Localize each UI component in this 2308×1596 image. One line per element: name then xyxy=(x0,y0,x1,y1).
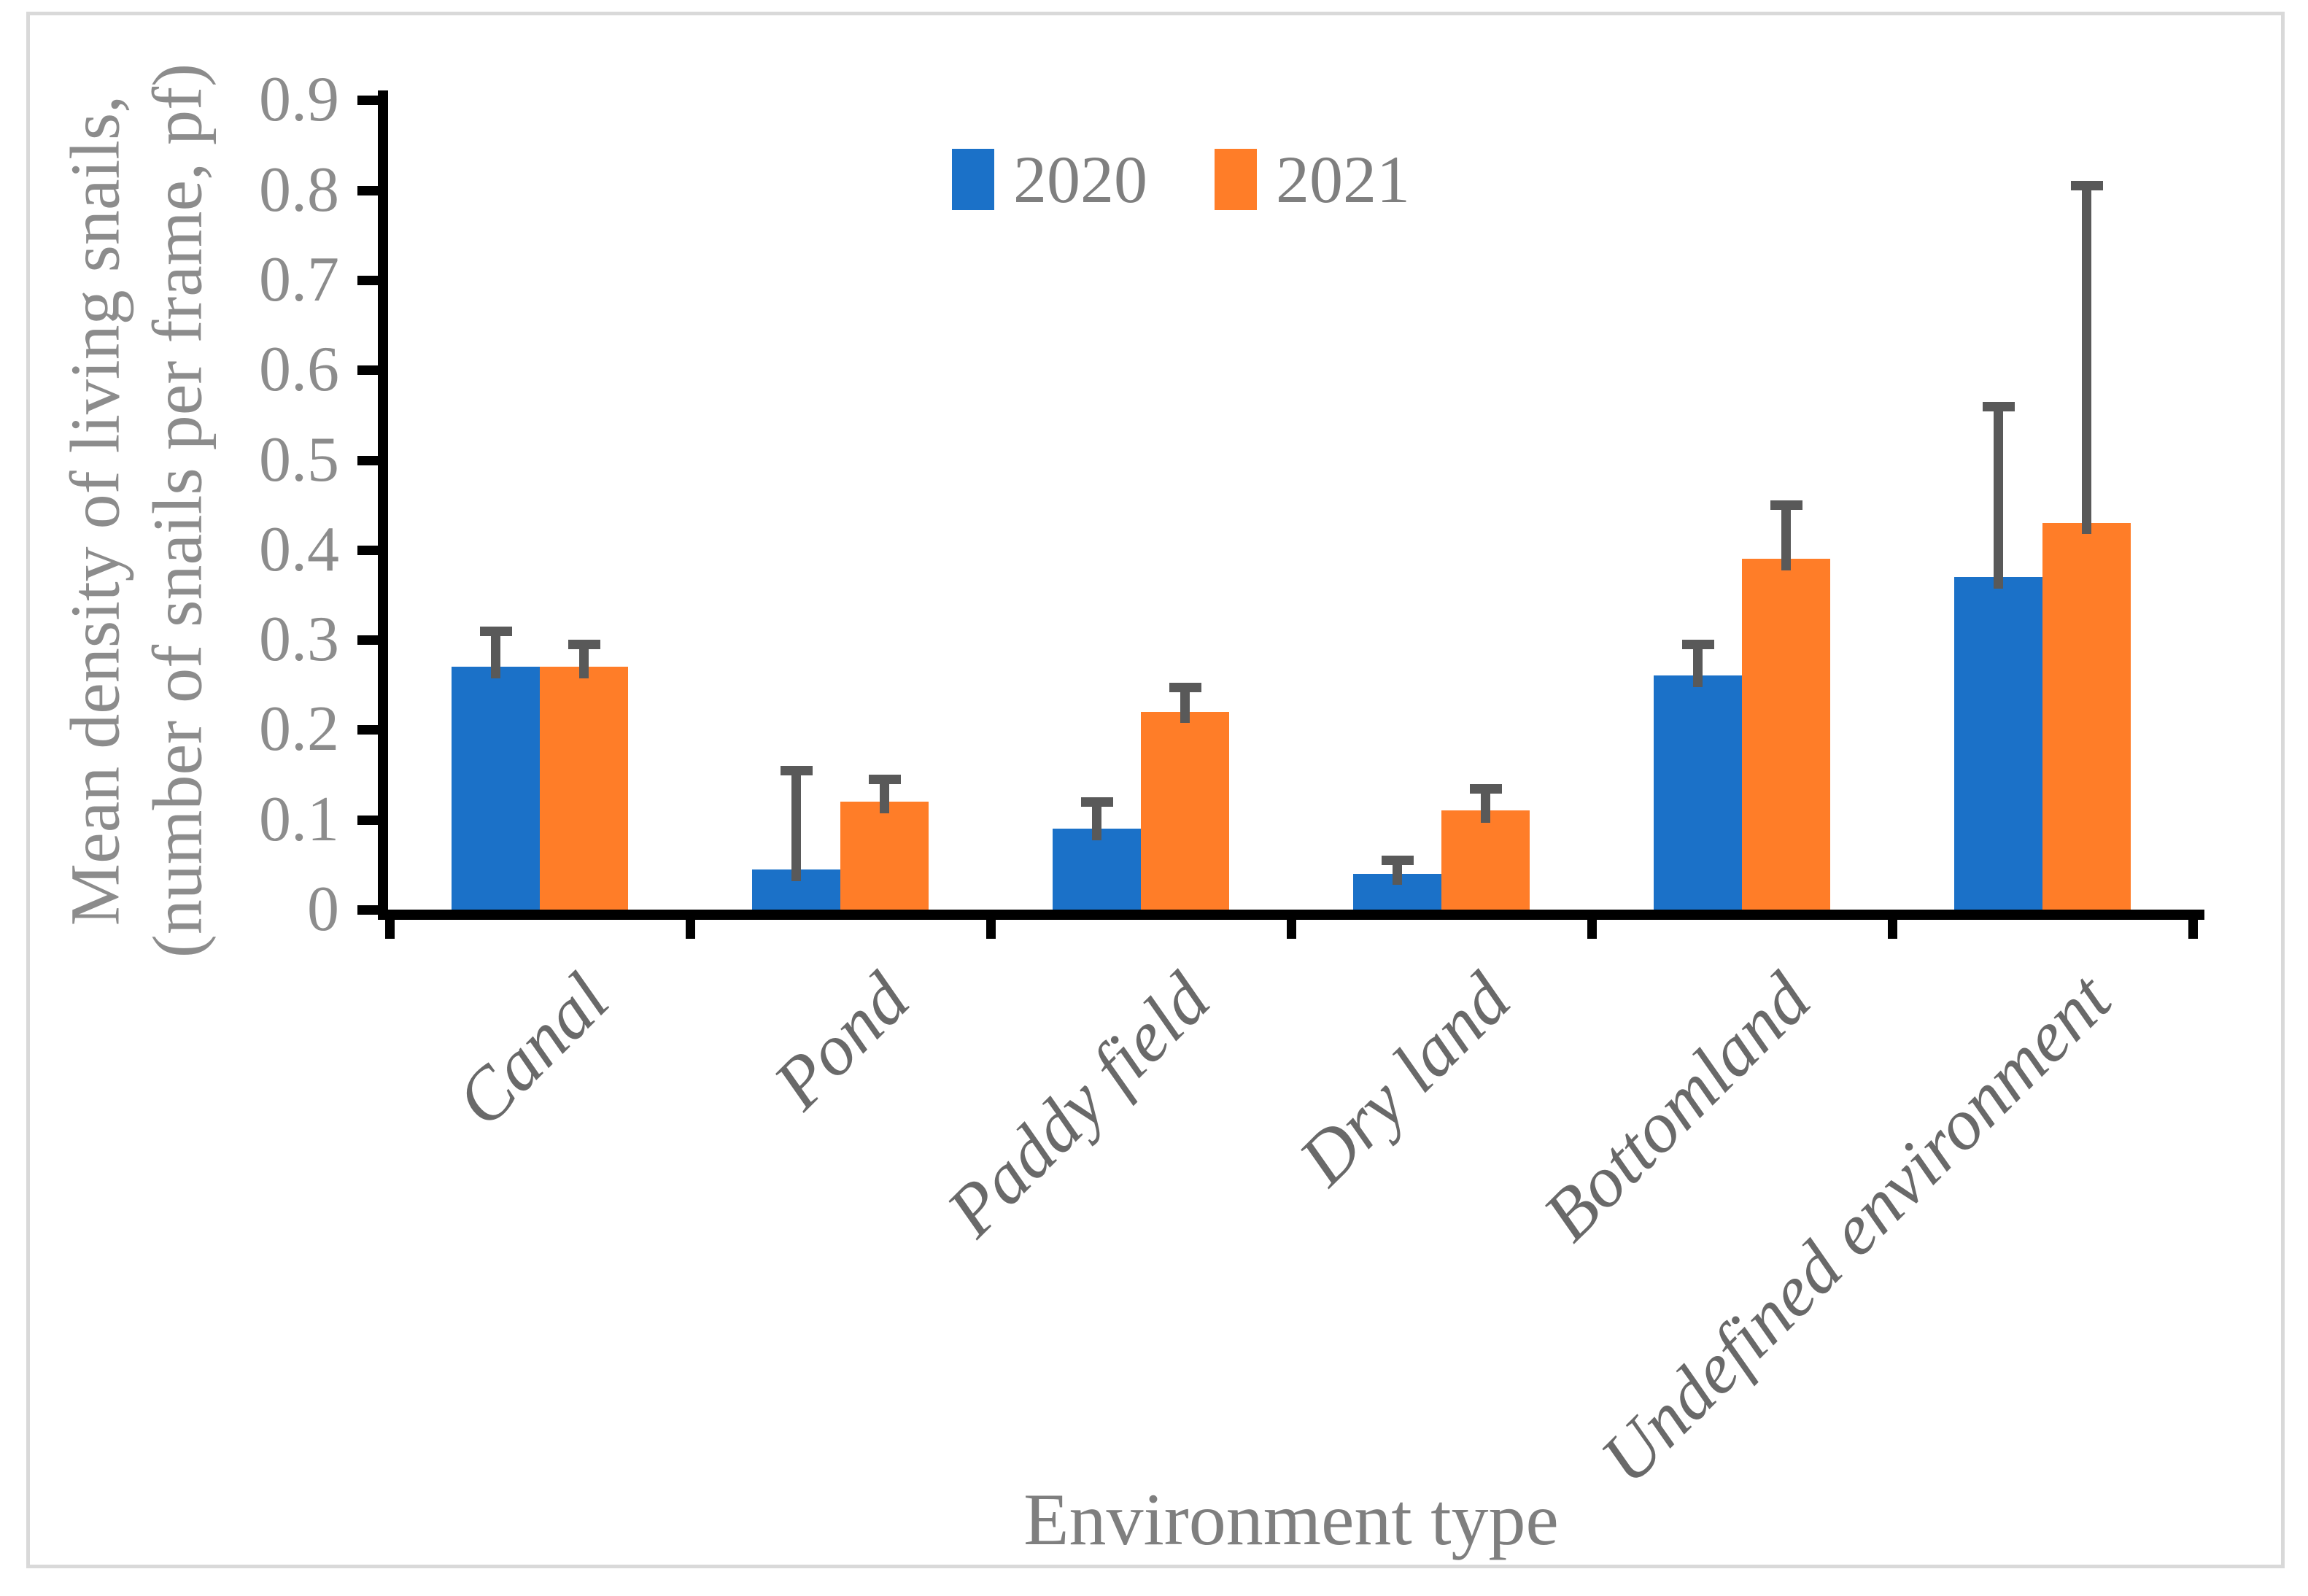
legend-label-2021: 2021 xyxy=(1276,142,1410,217)
y-tick xyxy=(357,635,388,645)
bar-2021-paddy-field xyxy=(1141,712,1229,910)
error-bar-cap-2020-undefined-environment xyxy=(1983,402,2015,411)
y-tick xyxy=(357,96,388,105)
y-tick-label: 0.2 xyxy=(259,694,339,764)
error-bar-line-2020-pond xyxy=(791,770,801,881)
y-tick-label: 0.8 xyxy=(259,155,339,225)
error-bar-line-2020-bottomland xyxy=(1693,644,1703,687)
error-bar-cap-2021-canal xyxy=(568,640,600,649)
x-tick xyxy=(1888,920,1897,939)
bar-2021-canal xyxy=(540,667,628,910)
y-tick-label: 0.7 xyxy=(259,244,339,315)
x-tick xyxy=(986,920,996,939)
legend: 2020 2021 xyxy=(952,146,1410,213)
x-axis-title: Environment type xyxy=(1023,1479,1559,1561)
error-bar-line-2021-dry-land xyxy=(1481,789,1490,823)
y-tick xyxy=(357,816,388,825)
y-tick xyxy=(357,725,388,735)
x-tick xyxy=(1587,920,1597,939)
error-bar-cap-2021-dry-land xyxy=(1470,784,1502,794)
y-tick xyxy=(357,365,388,375)
x-category-label-undefined-environment: Undefined environment xyxy=(1585,958,2126,1499)
legend-item-2020: 2020 xyxy=(952,146,1147,213)
x-tick xyxy=(686,920,695,939)
y-tick xyxy=(357,456,388,465)
error-bar-line-2020-canal xyxy=(491,631,500,678)
error-bar-cap-2021-bottomland xyxy=(1770,500,1802,510)
x-category-label-pond: Pond xyxy=(758,958,924,1125)
error-bar-cap-2021-undefined-environment xyxy=(2071,181,2103,190)
error-bar-cap-2020-canal xyxy=(480,627,512,636)
x-category-label-bottomland: Bottomland xyxy=(1527,958,1826,1256)
legend-swatch-2021 xyxy=(1215,149,1257,210)
y-tick-label: 0.1 xyxy=(259,784,339,855)
error-bar-line-2021-paddy-field xyxy=(1180,687,1190,723)
x-axis-line xyxy=(378,910,2204,920)
y-tick xyxy=(357,276,388,285)
legend-item-2021: 2021 xyxy=(1215,146,1410,213)
y-tick-label: 0.9 xyxy=(259,64,339,135)
error-bar-cap-2020-paddy-field xyxy=(1081,797,1113,807)
bar-2020-canal xyxy=(452,667,540,910)
y-tick-label: 0.6 xyxy=(259,334,339,405)
bar-2021-undefined-environment xyxy=(2042,523,2131,910)
y-tick-label: 0.5 xyxy=(259,425,339,495)
error-bar-line-2021-undefined-environment xyxy=(2082,185,2091,534)
x-category-label-dry-land: Dry land xyxy=(1283,958,1525,1201)
x-category-label-canal: Canal xyxy=(440,958,624,1142)
x-tick xyxy=(385,920,395,939)
error-bar-line-2020-paddy-field xyxy=(1092,802,1101,840)
error-bar-cap-2021-paddy-field xyxy=(1169,683,1201,692)
bar-2021-dry-land xyxy=(1441,810,1530,910)
error-bar-cap-2020-pond xyxy=(781,766,813,775)
error-bar-line-2021-bottomland xyxy=(1781,505,1791,570)
bar-2020-bottomland xyxy=(1654,675,1742,910)
y-tick xyxy=(357,905,388,915)
legend-swatch-2020 xyxy=(952,149,994,210)
error-bar-cap-2020-dry-land xyxy=(1382,856,1414,865)
legend-label-2020: 2020 xyxy=(1013,142,1147,217)
y-tick xyxy=(357,186,388,195)
bar-2020-paddy-field xyxy=(1053,829,1141,910)
x-category-label-paddy-field: Paddy field xyxy=(931,958,1225,1252)
y-tick xyxy=(357,546,388,555)
error-bar-cap-2021-pond xyxy=(869,775,901,784)
error-bar-line-2021-pond xyxy=(880,779,889,813)
figure-border xyxy=(26,12,2285,1568)
bar-2020-undefined-environment xyxy=(1954,577,2042,910)
y-tick-label: 0.3 xyxy=(259,604,339,675)
bar-2021-pond xyxy=(840,802,929,910)
bar-2021-bottomland xyxy=(1742,559,1830,910)
error-bar-line-2021-canal xyxy=(579,644,589,678)
error-bar-line-2020-dry-land xyxy=(1393,860,1402,885)
y-tick-label: 0.4 xyxy=(259,514,339,585)
x-tick xyxy=(1287,920,1296,939)
x-tick xyxy=(2188,920,2198,939)
error-bar-cap-2020-bottomland xyxy=(1682,640,1714,649)
y-axis-line xyxy=(378,90,388,920)
y-tick-label: 0 xyxy=(307,874,339,945)
error-bar-line-2020-undefined-environment xyxy=(1994,406,2003,589)
